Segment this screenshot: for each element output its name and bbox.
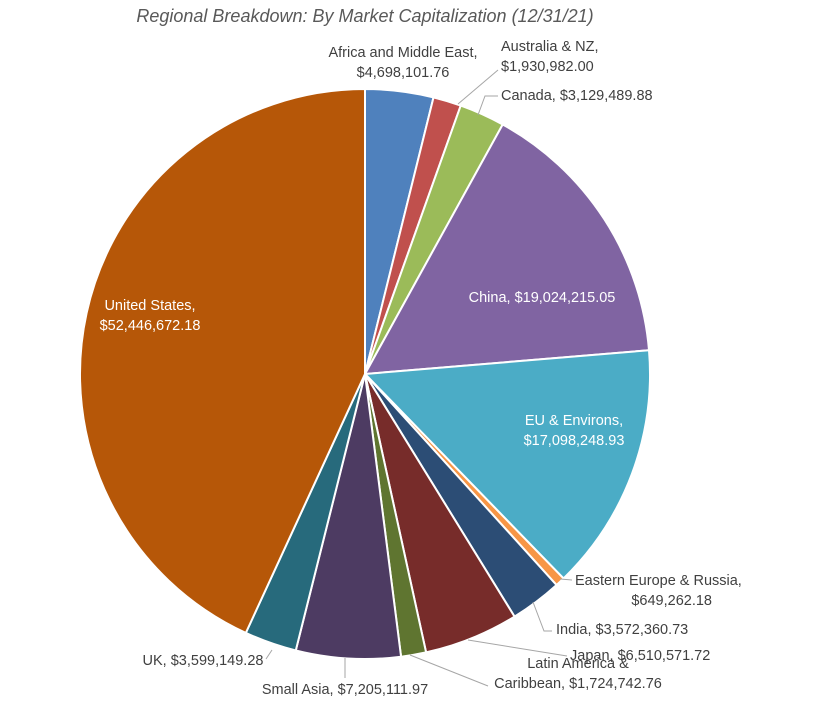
data-label-united-states-value: $52,446,672.18 [100,318,201,334]
data-label-japan: Japan, $6,510,571.72 [570,648,710,664]
pie-slice-china [364,123,651,375]
data-label-latin-america-caribbean-line2: Caribbean, $1,724,742.76 [494,676,662,692]
data-label-australia-nz-value: $1,930,982.00 [501,59,594,75]
data-label-small-asia: Small Asia, $7,205,111.97 [262,682,428,698]
data-label-latin-america-caribbean-line1: Latin America & [527,656,629,672]
data-label-uk: UK, $3,599,149.28 [143,653,264,669]
pie-slice-eu-environs [364,349,651,580]
leader-line-latin-america-caribbean [409,654,489,687]
pie-slice-united-states [79,88,366,634]
data-label-eu-environs-value: $17,098,248.93 [524,433,625,449]
leader-line-australia-nz [457,69,499,105]
data-label-china: China, $19,024,215.05 [469,290,616,306]
data-label-india: India, $3,572,360.73 [556,622,688,638]
leader-line-eastern-europe-russia [559,578,573,581]
data-label-africa-and-middle-east-name: Africa and Middle East, [328,45,477,61]
leader-line-india [532,601,552,632]
leader-line-canada [477,95,498,116]
data-label-eastern-europe-russia-name: Eastern Europe & Russia, [575,573,742,589]
chart-title: Regional Breakdown: By Market Capitaliza… [136,6,594,26]
leader-line-uk [265,649,273,660]
data-label-eastern-europe-russia-value: $649,262.18 [631,593,712,609]
leader-line-japan [467,639,568,657]
data-label-eu-environs-name: EU & Environs, [525,413,623,429]
data-label-africa-and-middle-east-value: $4,698,101.76 [357,65,450,81]
data-label-united-states-name: United States, [104,298,195,314]
data-label-australia-nz-name: Australia & NZ, [501,39,599,55]
data-label-canada: Canada, $3,129,489.88 [501,88,653,104]
